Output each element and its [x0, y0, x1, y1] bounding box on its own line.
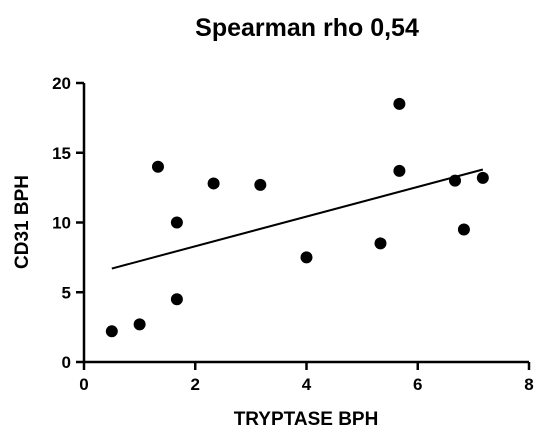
x-tick-label: 2 [191, 375, 200, 394]
data-point [476, 171, 489, 184]
x-tick-label: 0 [79, 375, 88, 394]
trend-line-group [111, 168, 484, 270]
data-point [133, 318, 146, 331]
trend-line [111, 168, 484, 270]
data-point [449, 174, 462, 187]
y-tick-label: 10 [52, 214, 71, 233]
data-point [254, 178, 267, 191]
data-points [105, 97, 489, 338]
x-tick-label: 6 [413, 375, 422, 394]
y-tick-label: 20 [52, 74, 71, 93]
data-point [300, 251, 313, 264]
data-point [393, 97, 406, 110]
data-point [457, 223, 470, 236]
y-axis-label: CD31 BPH [12, 175, 33, 269]
data-point [151, 160, 164, 173]
x-tick-label: 4 [302, 375, 312, 394]
x-tick-label: 8 [524, 375, 533, 394]
y-tick-label: 15 [52, 144, 71, 163]
y-tick-label: 0 [62, 353, 71, 372]
data-point [170, 293, 183, 306]
y-tick-label: 5 [62, 283, 71, 302]
data-point [170, 216, 183, 229]
chart-title: Spearman rho 0,54 [195, 14, 419, 42]
y-axis: 0 5 10 15 20 [52, 74, 86, 372]
data-point [393, 164, 406, 177]
x-axis: 0 2 4 6 8 [79, 360, 534, 394]
data-point [207, 177, 220, 190]
data-point [374, 237, 387, 250]
data-point [105, 325, 118, 338]
x-axis-label: TRYPTASE BPH [234, 409, 379, 430]
